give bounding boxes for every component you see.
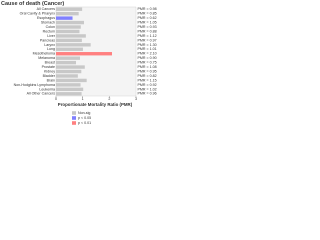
chart: Cause of death (Cancer) Proportionate Mo… <box>1 1 157 125</box>
bar <box>56 78 87 83</box>
bar <box>56 20 84 25</box>
y-tick-label: Esophagus <box>37 16 55 20</box>
value-label: PMR = 1.05 <box>138 21 157 25</box>
bar <box>56 87 84 92</box>
value-label: PMR = 0.82 <box>138 74 157 78</box>
y-tick-label: Mesothelioma <box>33 52 55 56</box>
y-tick-label: All Cancers <box>37 7 56 11</box>
legend-label: Non-sig <box>78 111 90 115</box>
bar <box>56 38 82 43</box>
legend-swatch <box>72 116 76 120</box>
bar <box>56 47 83 51</box>
bar <box>56 25 81 29</box>
y-tick-label: Larynx <box>44 43 55 47</box>
y-tick-label: Stomach <box>41 21 55 25</box>
legend-label: p < 0.05 <box>78 116 91 120</box>
y-tick-label: Colon <box>46 25 55 29</box>
x-tick-label: 1 <box>82 97 84 101</box>
value-label: PMR = 0.93 <box>138 25 157 29</box>
y-tick-label: Bladder <box>43 74 56 78</box>
x-tick-label: 2 <box>108 97 110 101</box>
y-tick-label: Lung <box>47 47 55 51</box>
value-label: PMR = 0.98 <box>138 7 157 11</box>
x-axis-label: Proportionate Mortality Ratio (PMR) <box>58 102 133 107</box>
y-tick-label: Breast <box>45 61 55 65</box>
legend-swatch <box>72 111 76 115</box>
value-label: PMR = 1.30 <box>138 43 157 47</box>
bar <box>56 83 81 87</box>
value-label: PMR = 1.12 <box>138 34 157 38</box>
y-tick-label: All Other Cancers <box>27 92 56 96</box>
y-tick-label: Melanoma <box>38 56 55 60</box>
x-tick-label: 3 <box>135 97 137 101</box>
bar <box>56 74 78 78</box>
y-tick-label: Rectum <box>43 29 55 33</box>
bar <box>56 69 82 74</box>
value-label: PMR = 1.02 <box>138 87 157 91</box>
bar <box>56 56 80 60</box>
bar <box>56 29 80 34</box>
x-tick-label: 0 <box>55 97 57 101</box>
bar <box>56 43 91 47</box>
value-label: PMR = 0.88 <box>138 29 157 33</box>
value-label: PMR = 1.08 <box>138 65 157 69</box>
bar <box>56 65 85 69</box>
bar <box>56 7 83 11</box>
bar <box>56 92 82 96</box>
y-tick-label: Kidney <box>44 69 55 73</box>
bar <box>56 52 112 56</box>
bar <box>56 16 73 20</box>
y-tick-label: Oral Cavity & Pharynx <box>20 12 56 16</box>
value-label: PMR = 0.92 <box>138 83 157 87</box>
value-label: PMR = 0.90 <box>138 56 157 60</box>
bar <box>56 60 76 65</box>
plot-area <box>55 6 137 97</box>
value-label: PMR = 0.75 <box>138 61 157 65</box>
bar <box>56 11 79 16</box>
value-label: PMR = 0.96 <box>138 92 157 96</box>
legend-label: p < 0.01 <box>78 121 91 125</box>
y-tick-label: Non-Hodgkins Lymphoma <box>14 83 55 87</box>
value-label: PMR = 0.95 <box>138 69 157 73</box>
y-tick-label: Prostate <box>42 65 55 69</box>
legend-swatch <box>72 121 76 125</box>
value-label: PMR = 2.10 <box>138 52 157 56</box>
value-label: PMR = 1.15 <box>138 78 157 82</box>
value-label: PMR = 0.85 <box>138 12 157 16</box>
y-tick-label: Brain <box>47 78 55 82</box>
y-tick-label: Leukemia <box>39 87 55 91</box>
value-label: PMR = 0.62 <box>138 16 157 20</box>
bar <box>56 34 86 38</box>
y-tick-label: Pancreas <box>40 38 55 42</box>
y-tick-label: Liver <box>47 34 56 38</box>
value-label: PMR = 1.01 <box>138 47 157 51</box>
chart-title: Cause of death (Cancer) <box>1 1 64 7</box>
value-label: PMR = 0.97 <box>138 38 157 42</box>
